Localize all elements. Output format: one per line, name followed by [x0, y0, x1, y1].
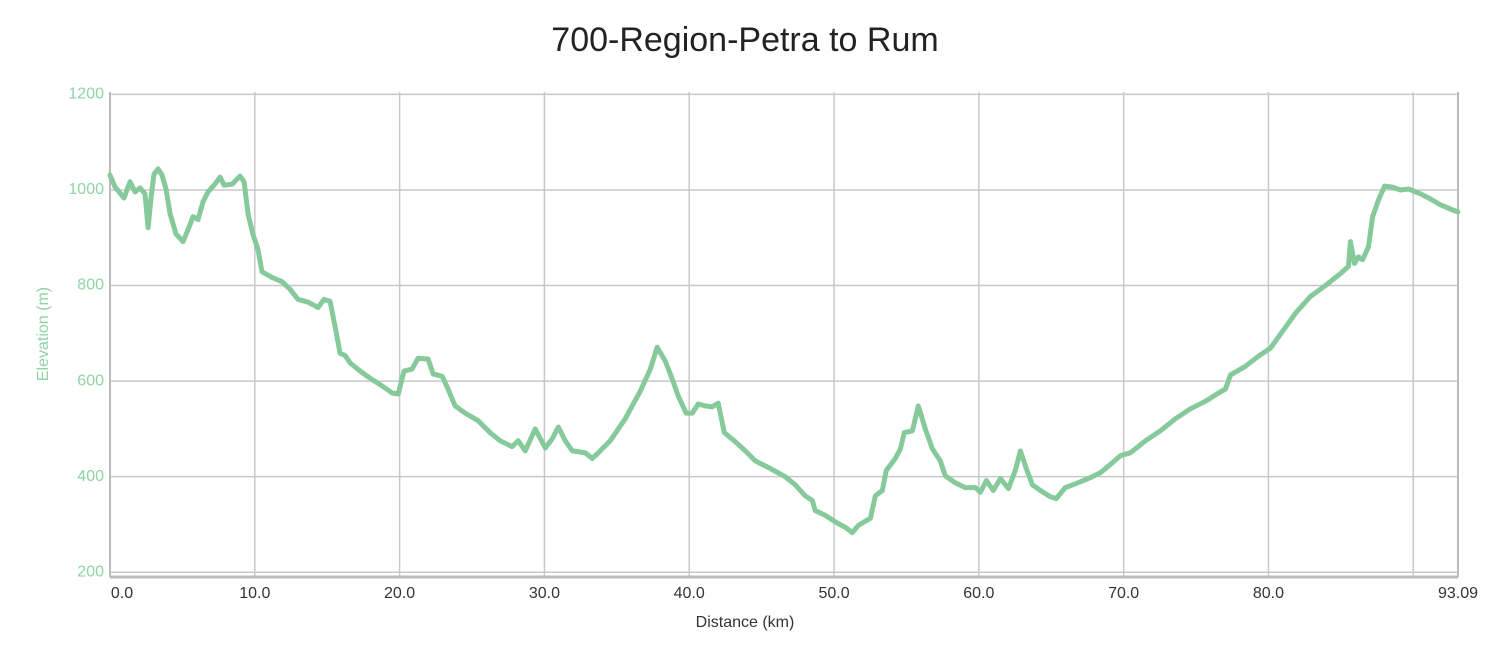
x-tick-label: 30.0 — [529, 585, 560, 602]
x-tick-label: 0.0 — [111, 585, 133, 602]
y-axis-label: Elevation (m) — [35, 287, 52, 381]
x-tick-label: 20.0 — [384, 585, 415, 602]
chart-title: 700-Region-Petra to Rum — [551, 21, 938, 59]
y-tick-label: 1200 — [68, 86, 104, 103]
x-tick-label: 93.09 — [1438, 585, 1478, 602]
x-tick-label: 10.0 — [239, 585, 270, 602]
y-tick-label: 600 — [77, 372, 104, 389]
x-tick-label: 60.0 — [963, 585, 994, 602]
y-tick-label: 200 — [77, 563, 104, 580]
elevation-line — [107, 166, 1461, 536]
x-tick-label: 70.0 — [1108, 585, 1139, 602]
y-tick-label: 800 — [77, 277, 104, 294]
y-tick-label: 1000 — [68, 181, 104, 198]
x-tick-label: 40.0 — [674, 585, 705, 602]
x-tick-label: 80.0 — [1253, 585, 1284, 602]
x-axis-label: Distance (km) — [696, 614, 795, 631]
x-tick-label: 50.0 — [818, 585, 849, 602]
y-tick-label: 400 — [77, 468, 104, 485]
